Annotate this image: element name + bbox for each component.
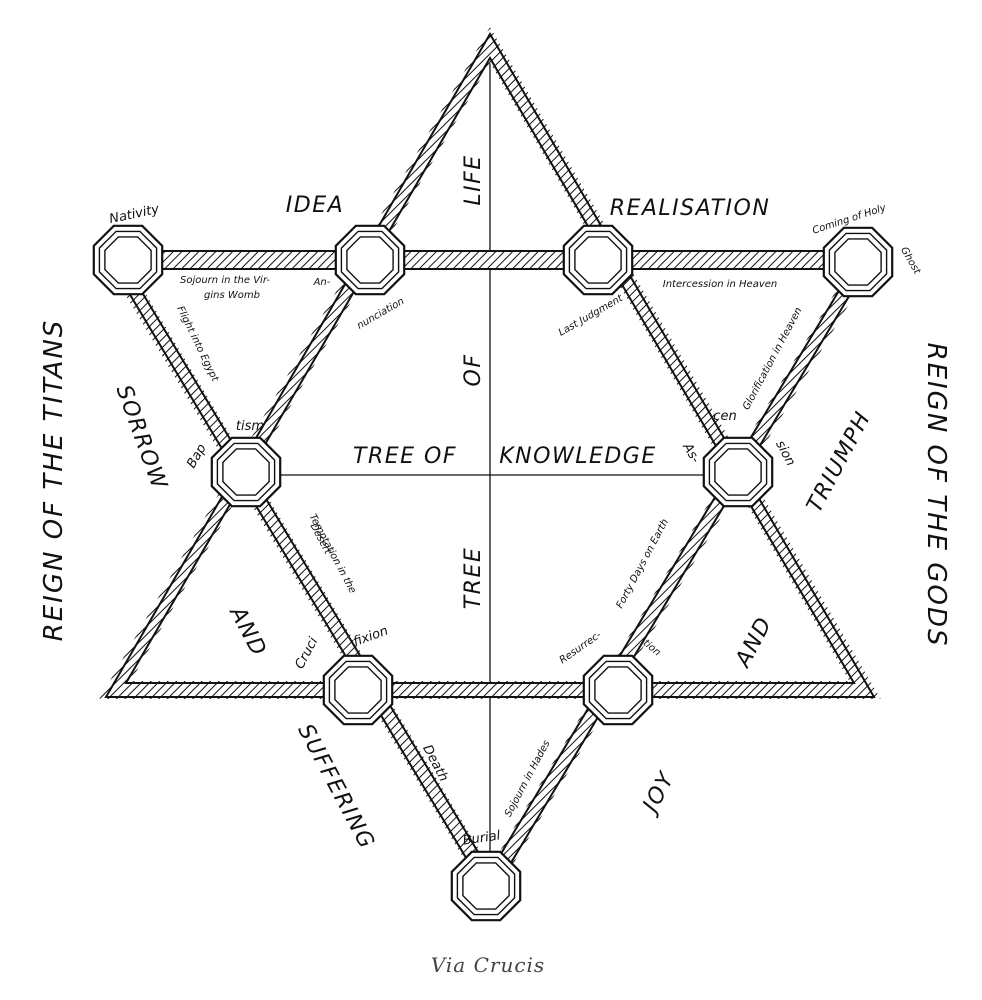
caption: Via Crucis — [431, 953, 545, 977]
realisation-label: REALISATION — [610, 196, 771, 221]
resurrection-station-ring — [594, 666, 642, 714]
crucifixion-station — [322, 654, 394, 726]
baptism-station-ring — [222, 448, 270, 496]
ascension-station-ring — [708, 442, 768, 502]
triumph-label: TRIUMPH — [802, 407, 876, 516]
of-label: OF — [461, 354, 486, 387]
ascension-label-1: As- — [679, 440, 703, 466]
suffering-label: SUFFERING — [292, 720, 379, 854]
ascension-station — [702, 436, 774, 508]
idea-label: IDEA — [286, 193, 344, 218]
ascension-station-ring — [702, 436, 774, 508]
and-left-label: AND — [223, 601, 271, 661]
nativity-label: Nativity — [108, 202, 161, 227]
burial-station-ring — [450, 850, 522, 922]
nativity-station-ring — [92, 224, 164, 296]
resurrec-label: Resurrec- — [558, 629, 604, 666]
and-right-label: AND — [730, 613, 778, 673]
cruci-label: Cruci — [292, 635, 321, 672]
nativity-station — [92, 224, 164, 296]
fixion-label: fixion — [351, 624, 390, 650]
coming-holy-ghost-station-ring — [828, 232, 888, 292]
life-label: LIFE — [461, 154, 486, 205]
last-judgment-station — [562, 224, 634, 296]
ascension-station-ring — [714, 448, 762, 496]
burial-station-ring — [462, 862, 510, 910]
baptism-label-1: Bap — [184, 442, 210, 471]
baptism-station — [210, 436, 282, 508]
nativity-station-ring — [98, 230, 158, 290]
annunciation-station-ring — [340, 230, 400, 290]
nativity-station-ring — [104, 236, 152, 284]
annunciation-label-2: nunciation — [355, 296, 406, 332]
burial-station-ring — [456, 856, 516, 916]
crucifixion-station-ring — [334, 666, 382, 714]
tion-label: tion — [641, 638, 663, 659]
knowledge-label: KNOWLEDGE — [499, 444, 657, 469]
last-judgment-label: Last Judgment — [557, 292, 626, 338]
tree-of-label: TREE OF — [353, 444, 457, 469]
resurrection-station — [582, 654, 654, 726]
last-judgment-station-ring — [568, 230, 628, 290]
burial-label: Burial — [462, 828, 502, 848]
baptism-label-2: tism — [236, 419, 264, 434]
coming-holy-ghost-label-2: Ghost — [898, 245, 923, 277]
intercession-label: Intercession in Heaven — [663, 279, 777, 290]
annunciation-station — [334, 224, 406, 296]
sojourn-womb-label-1: Sojourn in the Vir- — [180, 275, 270, 286]
crucifixion-station-ring — [322, 654, 394, 726]
ascension-label-3: sion — [772, 438, 798, 469]
baptism-station-ring — [216, 442, 276, 502]
sorrow-label: SORROW — [111, 382, 172, 494]
ascension-label-2: cen — [713, 409, 736, 424]
baptism-station-ring — [210, 436, 282, 508]
burial-station — [450, 850, 522, 922]
annunciation-station-ring — [346, 236, 394, 284]
last-judgment-station-ring — [562, 224, 634, 296]
reign-of-gods-label: REIGN OF THE GODS — [921, 343, 951, 648]
resurrection-station-ring — [582, 654, 654, 726]
sojourn-womb-label-2: gins Womb — [204, 290, 260, 301]
annunciation-label-1: An- — [313, 277, 331, 288]
crucifixion-station-ring — [328, 660, 388, 720]
coming-holy-ghost-station-ring — [822, 226, 894, 298]
upward-triangle — [99, 27, 881, 699]
coming-holy-ghost-station — [822, 226, 894, 298]
glorification-label: Glorification in Heaven — [741, 306, 804, 412]
reign-of-titans-label: REIGN OF THE TITANS — [39, 319, 69, 642]
coming-holy-ghost-station-ring — [834, 238, 882, 286]
tree-label: TREE — [461, 547, 486, 610]
resurrection-station-ring — [588, 660, 648, 720]
last-judgment-station-ring — [574, 236, 622, 284]
downward-triangle — [99, 250, 881, 903]
annunciation-station-ring — [334, 224, 406, 296]
joy-label: JOY — [637, 768, 681, 820]
